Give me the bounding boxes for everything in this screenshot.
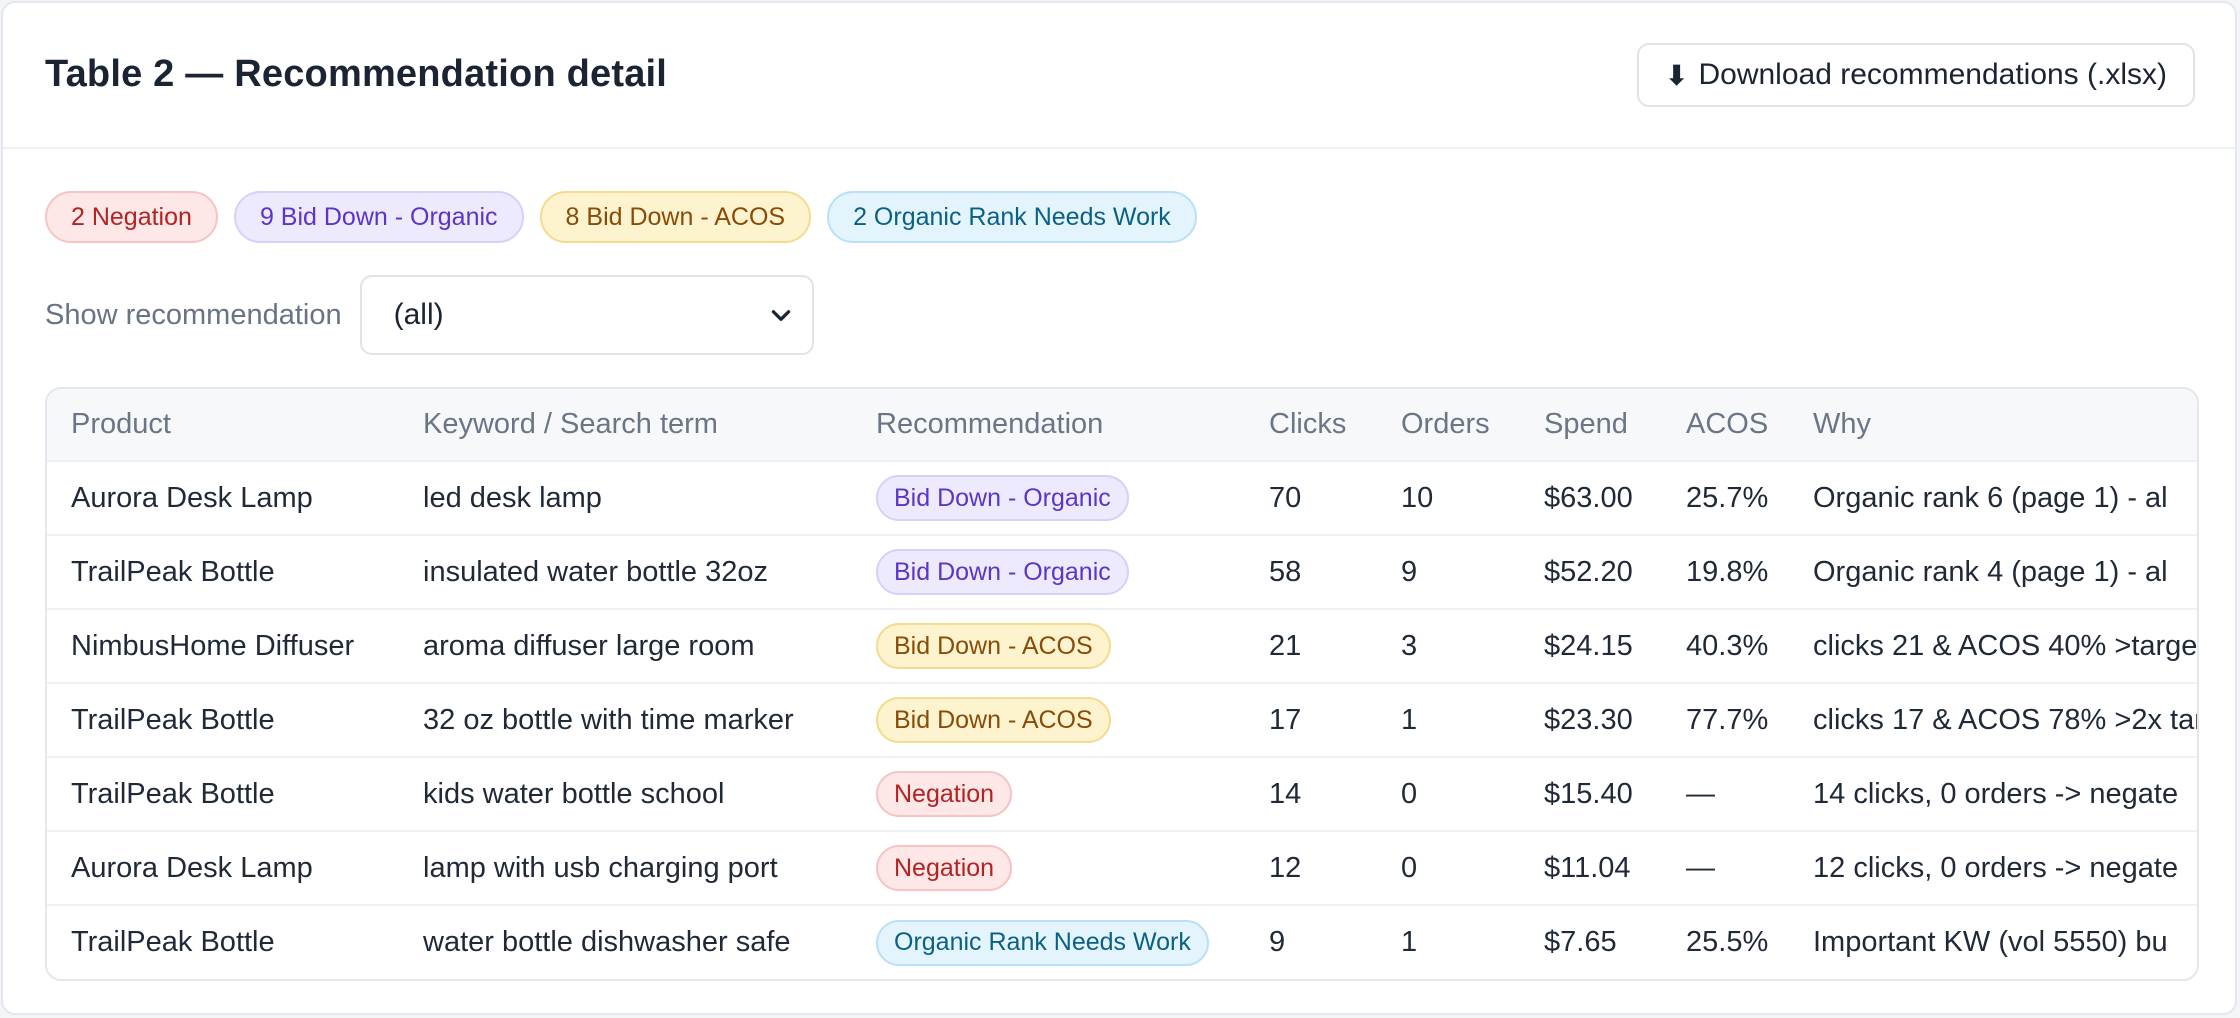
chevron-down-icon [771, 310, 790, 321]
table-row: TrailPeak Bottle kids water bottle schoo… [47, 757, 2197, 831]
recommendation-badge: Negation [876, 771, 1013, 817]
recommendation-badge: Bid Down - ACOS [876, 697, 1111, 743]
table-row: TrailPeak Bottle 32 oz bottle with time … [47, 683, 2199, 757]
recommendation-badge: Negation [876, 845, 1013, 891]
cell-keyword: led desk lamp [423, 481, 602, 514]
cell-why: clicks 21 & ACOS 40% >targe [1813, 629, 2198, 662]
cell-recommendation: Negation [852, 831, 1245, 905]
cell-acos: 40.3% [1686, 629, 1769, 662]
table-row: Aurora Desk Lamp lamp with usb charging … [47, 831, 2197, 905]
cell-clicks: 9 [1269, 926, 1286, 958]
chip-bid-down-organic: 9 Bid Down - Organic [233, 191, 524, 243]
table-row: Aurora Desk Lamp led desk lamp Bid Down … [47, 461, 2197, 535]
cell-recommendation: Bid Down - Organic [852, 535, 1245, 609]
cell-recommendation: Bid Down - ACOS [852, 609, 1245, 683]
recommendation-table-container[interactable]: Product Keyword / Search term Recommenda… [45, 387, 2199, 981]
cell-product: TrailPeak Bottle [71, 777, 275, 810]
table-row: TrailPeak Bottle water bottle dishwasher… [47, 905, 2197, 979]
column-header-acos[interactable]: ACOS [1686, 408, 1769, 440]
cell-why: Important KW (vol 5550) bu [1813, 926, 2168, 958]
cell-keyword: insulated water bottle 32oz [423, 555, 768, 588]
cell-recommendation: Bid Down - ACOS [852, 683, 1245, 757]
download-recommendations-button[interactable]: ⬇ Download recommendations (.xlsx) [1637, 43, 2195, 107]
cell-acos: — [1686, 777, 1715, 810]
cell-why: clicks 17 & ACOS 78% >2x tar [1813, 703, 2199, 736]
cell-spend: $24.15 [1544, 629, 1633, 662]
cell-acos: 25.5% [1686, 926, 1769, 958]
filter-label: Show recommendation [45, 298, 342, 331]
cell-acos: 19.8% [1686, 555, 1769, 588]
cell-why: Organic rank 4 (page 1) - al [1813, 555, 2168, 588]
cell-recommendation: Bid Down - Organic [852, 461, 1245, 535]
cell-keyword: water bottle dishwasher safe [423, 926, 791, 958]
table-row: TrailPeak Bottle insulated water bottle … [47, 535, 2197, 609]
column-header-recommendation[interactable]: Recommendation [876, 408, 1104, 440]
cell-orders: 1 [1401, 703, 1418, 736]
cell-spend: $63.00 [1544, 481, 1633, 514]
cell-orders: 10 [1401, 481, 1434, 514]
cell-recommendation: Organic Rank Needs Work [852, 905, 1245, 979]
column-header-clicks[interactable]: Clicks [1269, 408, 1347, 440]
cell-acos: 25.7% [1686, 481, 1769, 514]
chip-negation: 2 Negation [45, 191, 218, 243]
column-header-orders[interactable]: Orders [1401, 408, 1490, 440]
cell-product: TrailPeak Bottle [71, 703, 275, 736]
cell-keyword: 32 oz bottle with time marker [423, 703, 794, 736]
cell-orders: 0 [1401, 777, 1418, 810]
cell-spend: $23.30 [1544, 703, 1633, 736]
cell-why: 12 clicks, 0 orders -> negate [1813, 851, 2179, 884]
table-row: NimbusHome Diffuser aroma diffuser large… [47, 609, 2198, 683]
cell-clicks: 70 [1269, 481, 1302, 514]
cell-product: NimbusHome Diffuser [71, 629, 355, 662]
cell-orders: 0 [1401, 851, 1418, 884]
cell-spend: $52.20 [1544, 555, 1633, 588]
cell-clicks: 14 [1269, 777, 1302, 810]
recommendation-table: Product Keyword / Search term Recommenda… [47, 389, 2199, 979]
cell-orders: 3 [1401, 629, 1418, 662]
cell-recommendation: Negation [852, 757, 1245, 831]
filter-row: Show recommendation (all) [45, 275, 814, 355]
column-header-spend[interactable]: Spend [1544, 408, 1628, 440]
cell-why: 14 clicks, 0 orders -> negate [1813, 777, 2179, 810]
recommendation-badge: Bid Down - ACOS [876, 623, 1111, 669]
cell-clicks: 21 [1269, 629, 1302, 662]
cell-orders: 1 [1401, 926, 1418, 958]
column-header-why[interactable]: Why [1813, 408, 1871, 440]
cell-acos: 77.7% [1686, 703, 1769, 736]
recommendation-badge: Bid Down - Organic [876, 475, 1129, 521]
chip-organic-rank-needs-work: 2 Organic Rank Needs Work [827, 191, 1197, 243]
card-header: Table 2 — Recommendation detail ⬇ Downlo… [3, 3, 2235, 149]
cell-why: Organic rank 6 (page 1) - al [1813, 481, 2168, 514]
cell-clicks: 17 [1269, 703, 1302, 736]
column-header-product[interactable]: Product [71, 408, 171, 440]
summary-chips: 2 Negation 9 Bid Down - Organic 8 Bid Do… [45, 191, 1197, 243]
cell-keyword: aroma diffuser large room [423, 629, 755, 662]
chip-bid-down-acos: 8 Bid Down - ACOS [539, 191, 812, 243]
page-title: Table 2 — Recommendation detail [45, 53, 668, 95]
table-header-row: Product Keyword / Search term Recommenda… [47, 389, 2197, 461]
cell-product: Aurora Desk Lamp [71, 851, 313, 884]
cell-spend: $11.04 [1544, 851, 1631, 884]
recommendation-badge: Bid Down - Organic [876, 549, 1129, 595]
download-icon: ⬇ [1665, 59, 1689, 91]
cell-product: TrailPeak Bottle [71, 555, 275, 588]
column-header-keyword[interactable]: Keyword / Search term [423, 408, 718, 440]
cell-keyword: kids water bottle school [423, 777, 725, 810]
download-button-label: Download recommendations (.xlsx) [1698, 58, 2167, 91]
recommendation-select[interactable]: (all) [359, 275, 814, 355]
cell-product: Aurora Desk Lamp [71, 481, 313, 514]
cell-clicks: 12 [1269, 851, 1302, 884]
cell-spend: $7.65 [1544, 926, 1617, 958]
cell-spend: $15.40 [1544, 777, 1633, 810]
select-value: (all) [393, 298, 444, 331]
cell-clicks: 58 [1269, 555, 1302, 588]
cell-orders: 9 [1401, 555, 1418, 588]
cell-product: TrailPeak Bottle [71, 926, 275, 958]
cell-keyword: lamp with usb charging port [423, 851, 778, 884]
cell-acos: — [1686, 851, 1715, 884]
recommendation-badge: Organic Rank Needs Work [876, 919, 1209, 966]
